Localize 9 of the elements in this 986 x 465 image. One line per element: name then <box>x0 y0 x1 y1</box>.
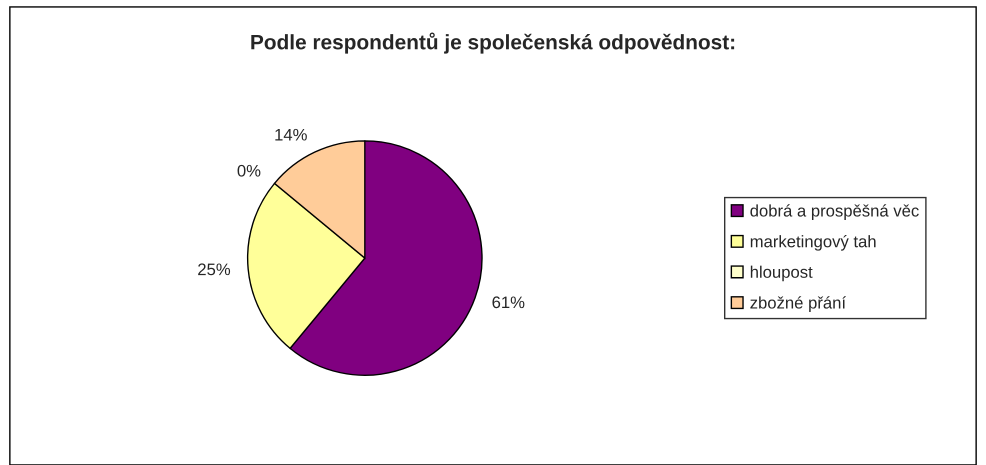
legend-label: marketingový tah <box>750 234 876 251</box>
legend-label: zbožné přání <box>750 296 846 312</box>
data-label: 14% <box>275 128 307 141</box>
legend-label: dobrá a prospěšná věc <box>750 204 919 220</box>
data-label: 25% <box>198 263 230 276</box>
chart-title: Podle respondentů je společenská odpovědnost: <box>251 32 734 54</box>
text: 0% <box>238 164 260 177</box>
data-label: 61% <box>492 296 524 308</box>
legend-label: hloupost <box>750 266 813 282</box>
